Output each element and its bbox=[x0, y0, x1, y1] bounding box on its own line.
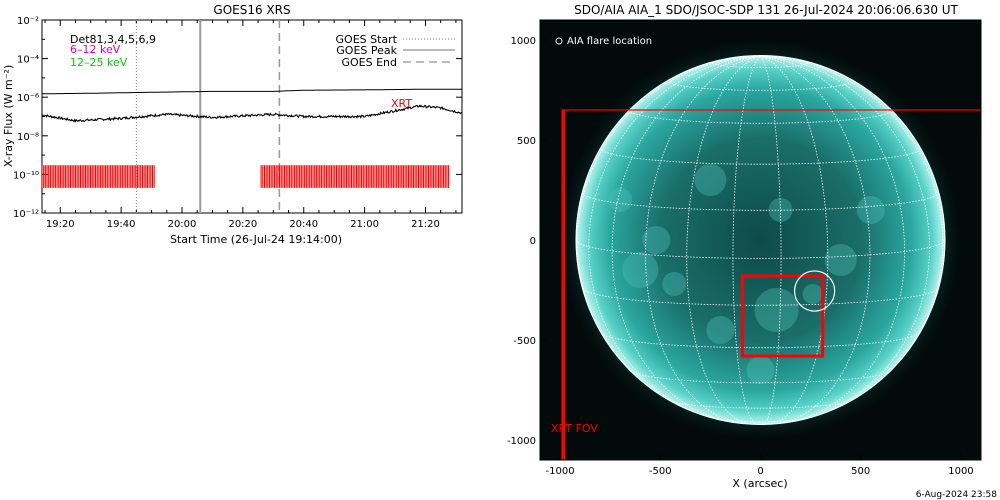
latitude-line bbox=[630, 370, 890, 384]
flare-location-circle bbox=[793, 270, 836, 312]
xrt-fov-edge bbox=[562, 110, 566, 460]
active-region-patch bbox=[694, 163, 727, 197]
aia-x-tick-label: -1000 bbox=[546, 466, 575, 477]
active-region-patch bbox=[642, 225, 671, 255]
goes-title: GOES16 XRS bbox=[213, 3, 290, 17]
longitude-line bbox=[760, 56, 906, 423]
goes-event-markers bbox=[135, 20, 281, 213]
latitude-line bbox=[712, 60, 809, 68]
active-region-patch bbox=[824, 243, 857, 277]
flare-region-box bbox=[740, 274, 825, 358]
active-region-patch bbox=[706, 315, 735, 345]
goes-x-tick-label: 20:20 bbox=[228, 219, 257, 230]
latitude-line bbox=[670, 400, 851, 409]
xrt-fov-label: XRT FOV bbox=[551, 422, 598, 435]
solar-limb bbox=[575, 54, 946, 426]
goes-peak-series-line bbox=[42, 88, 462, 95]
aia-y-tick-label: 0 bbox=[530, 236, 536, 247]
goes-x-tick-label: 19:20 bbox=[46, 219, 75, 230]
latitude-line bbox=[600, 332, 920, 349]
flare-location-legend: AIA flare location bbox=[567, 36, 652, 47]
legend-goes-end: GOES End bbox=[341, 56, 397, 69]
longitude-line bbox=[645, 56, 761, 424]
legend-goes-peak: GOES Peak bbox=[336, 44, 397, 57]
goes-x-axis: 19:20 19:40 20:00 20:20 20:40 21:00 21:20 bbox=[44, 20, 457, 230]
goes-x-tick-label: 21:20 bbox=[411, 219, 440, 230]
active-region-patch bbox=[856, 195, 885, 225]
aia-x-tick-label: 0 bbox=[757, 466, 763, 477]
goes-x-tick-label: 19:40 bbox=[107, 219, 136, 230]
active-region-patch bbox=[746, 355, 775, 385]
longitude-line bbox=[760, 56, 930, 420]
latitude-line bbox=[600, 147, 921, 165]
goes-x-tick-label: 21:00 bbox=[350, 219, 379, 230]
xrt-annotation: XRT bbox=[391, 97, 412, 110]
longitude-line bbox=[588, 56, 761, 417]
aia-y-tick-label: -500 bbox=[513, 336, 536, 347]
latitude-line bbox=[582, 288, 939, 306]
goes-y-tick-label: 10⁻¹⁰ bbox=[13, 170, 39, 181]
active-region-patch bbox=[622, 251, 659, 289]
latitude-line bbox=[582, 192, 939, 211]
active-region-patch bbox=[802, 283, 823, 305]
aia-x-tick-label: 500 bbox=[851, 466, 870, 477]
longitude-line bbox=[732, 56, 761, 425]
aia-y-tick-label: 500 bbox=[517, 136, 536, 147]
goes-y-tick-label: 10⁻⁴ bbox=[17, 55, 39, 66]
aia-x-axis-label: X (arcsec) bbox=[732, 477, 787, 490]
goes-series-group bbox=[42, 88, 462, 123]
longitude-line bbox=[760, 56, 871, 424]
flare-location-legend-icon bbox=[555, 37, 563, 45]
goes-flux-series-line bbox=[42, 104, 462, 123]
plot-timestamp: 6-Aug-2024 23:58 bbox=[916, 490, 998, 500]
latitude-line bbox=[667, 79, 854, 91]
goes-y-tick-label: 10⁻⁶ bbox=[17, 93, 39, 104]
active-region-patch bbox=[754, 287, 799, 333]
aia-title: SDO/AIA AIA_1 SDO/JSOC-SDP 131 26-Jul-20… bbox=[574, 3, 958, 17]
latitude-line bbox=[575, 239, 946, 259]
active-region-patch bbox=[608, 187, 633, 213]
goes-y-axis-label: X-ray Flux (W m⁻²) bbox=[2, 65, 15, 167]
xrt-coverage-bars bbox=[42, 165, 450, 188]
goes-x-tick-label: 20:00 bbox=[168, 219, 197, 230]
goes-y-tick-label: 10⁻⁸ bbox=[17, 132, 39, 143]
longitude-line bbox=[686, 56, 761, 425]
longitude-line bbox=[760, 56, 782, 425]
aia-y-axis: 1000 500 0 -500 -1000 bbox=[507, 36, 546, 447]
aia-x-tick-label: 1000 bbox=[948, 466, 973, 477]
aia-y-tick-label: -1000 bbox=[507, 436, 536, 447]
goes-x-tick-label: 20:40 bbox=[289, 219, 318, 230]
legend-6-12-kev: 6–12 keV bbox=[70, 43, 121, 56]
active-regions bbox=[608, 163, 885, 385]
solar-disk bbox=[576, 55, 945, 425]
aia-x-axis: -1000 -500 0 500 1000 bbox=[546, 454, 974, 477]
latitude-line bbox=[629, 108, 892, 124]
legend-12-25-kev: 12–25 keV bbox=[70, 56, 128, 69]
longitude-line bbox=[760, 56, 829, 425]
longitude-line bbox=[760, 56, 944, 391]
goes-y-tick-label: 10⁻¹² bbox=[13, 209, 39, 220]
aia-x-tick-label: -500 bbox=[649, 466, 672, 477]
active-region-patch bbox=[768, 197, 793, 223]
legend-det: Det81,3,4,5,6,9 bbox=[70, 33, 156, 46]
goes-x-axis-label: Start Time (26-Jul-24 19:14:00) bbox=[170, 233, 342, 246]
longitude-line bbox=[611, 56, 761, 423]
goes-y-tick-label: 10⁻² bbox=[17, 16, 39, 27]
active-region-patch bbox=[662, 271, 687, 297]
aia-y-tick-label: 1000 bbox=[511, 36, 536, 47]
legend-goes-start: GOES Start bbox=[336, 33, 398, 46]
